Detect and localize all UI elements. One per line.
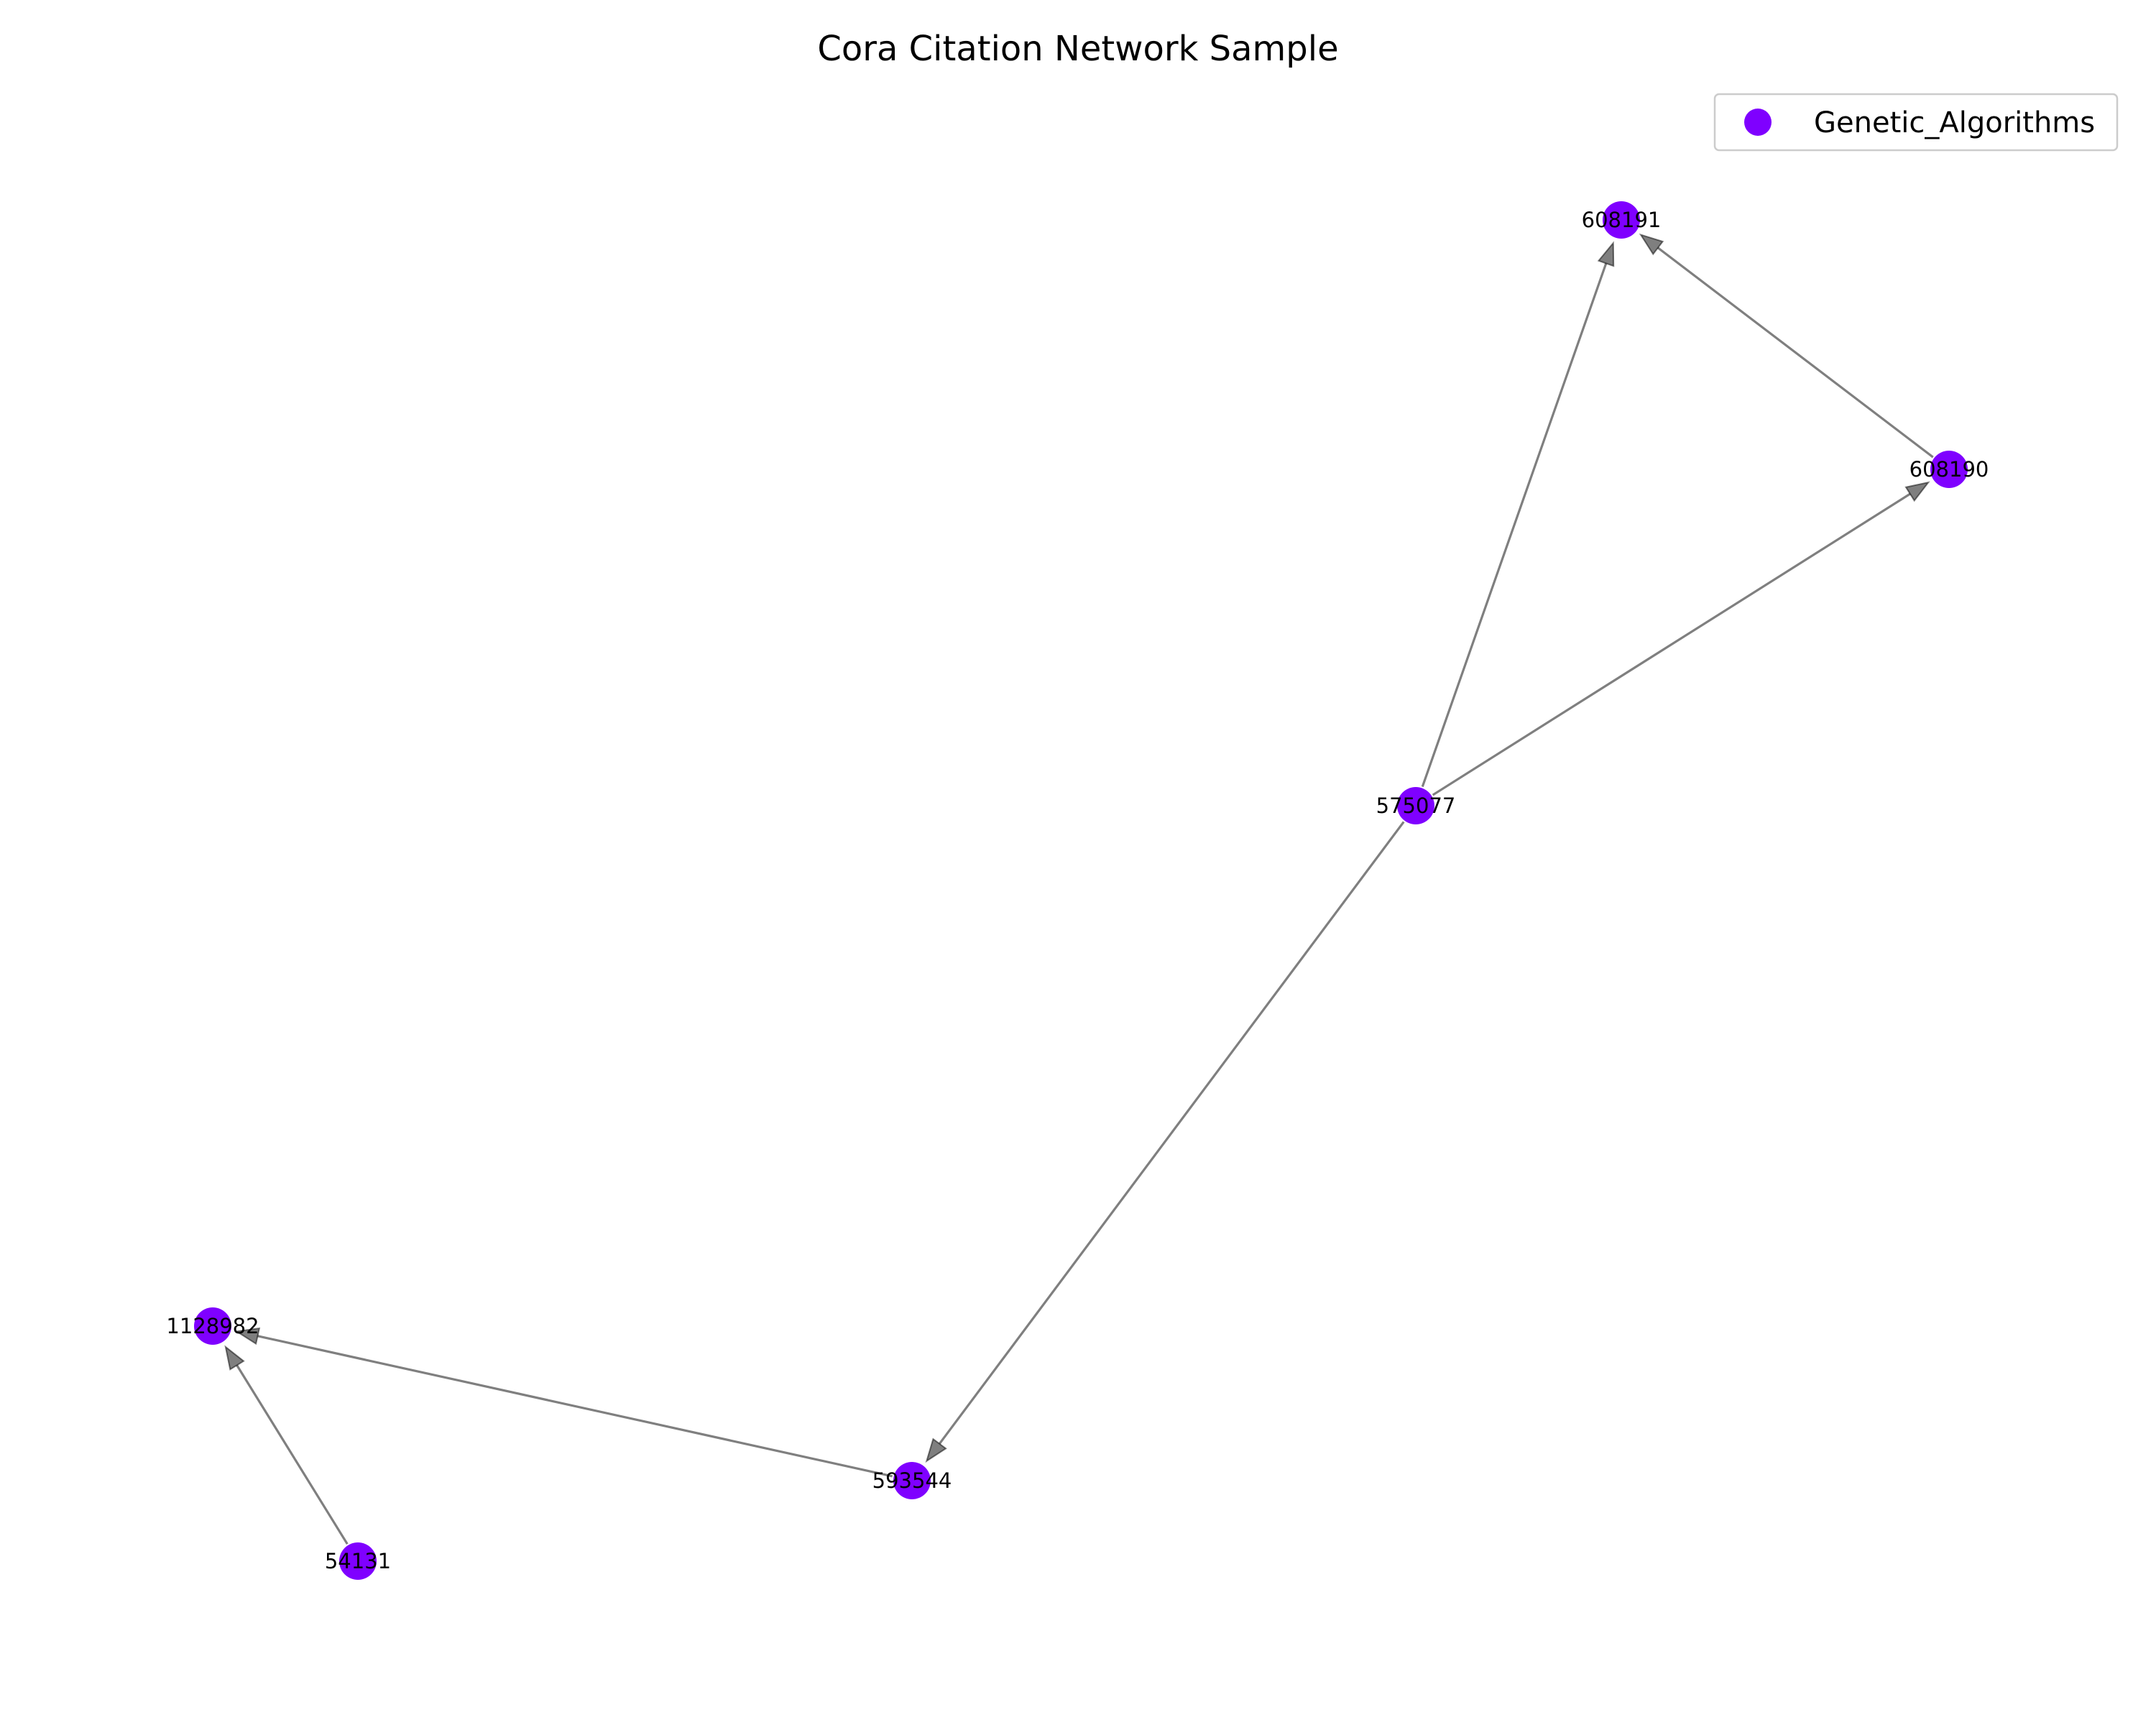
arrowhead-54131-to-1128982 bbox=[224, 1345, 245, 1371]
node-label-54131: 54131 bbox=[325, 1549, 391, 1573]
node-label-608190: 608190 bbox=[1909, 457, 1989, 482]
chart-title: Cora Citation Network Sample bbox=[817, 29, 1338, 69]
legend-label-genetic-algorithms: Genetic_Algorithms bbox=[1814, 106, 2095, 139]
node-label-575077: 575077 bbox=[1376, 794, 1456, 818]
arrowhead-575077-to-608190 bbox=[1904, 481, 1930, 502]
arrowhead-575077-to-593544 bbox=[925, 1438, 947, 1463]
arrowhead-593544-to-1128982 bbox=[234, 1327, 261, 1346]
legend: Genetic_Algorithms bbox=[1713, 93, 2119, 152]
arrowhead-575077-to-608191 bbox=[1597, 241, 1615, 267]
node-label-1128982: 1128982 bbox=[166, 1314, 259, 1338]
node-608191 bbox=[1603, 201, 1640, 239]
node-54131 bbox=[339, 1542, 377, 1580]
edge-54131-to-1128982 bbox=[236, 1364, 349, 1545]
node-608190 bbox=[1930, 451, 1968, 488]
labels-layer: 608191 608190 575077 1128982 593544 54131 bbox=[166, 208, 1989, 1573]
legend-frame bbox=[1713, 93, 2119, 152]
legend-marker-genetic-algorithms bbox=[1744, 109, 1772, 136]
node-label-608191: 608191 bbox=[1582, 208, 1662, 232]
edge-593544-to-1128982 bbox=[257, 1335, 893, 1478]
node-label-593544: 593544 bbox=[872, 1468, 952, 1493]
node-1128982 bbox=[194, 1307, 231, 1345]
edge-575077-to-593544 bbox=[939, 821, 1405, 1445]
edge-575077-to-608190 bbox=[1432, 492, 1911, 796]
edges-layer bbox=[224, 233, 1934, 1545]
arrowhead-608190-to-608191 bbox=[1639, 233, 1664, 256]
edge-575077-to-608191 bbox=[1421, 262, 1608, 788]
edge-608190-to-608191 bbox=[1657, 247, 1934, 459]
node-575077 bbox=[1397, 787, 1434, 824]
node-593544 bbox=[893, 1462, 931, 1499]
nodes-layer bbox=[194, 201, 1968, 1580]
